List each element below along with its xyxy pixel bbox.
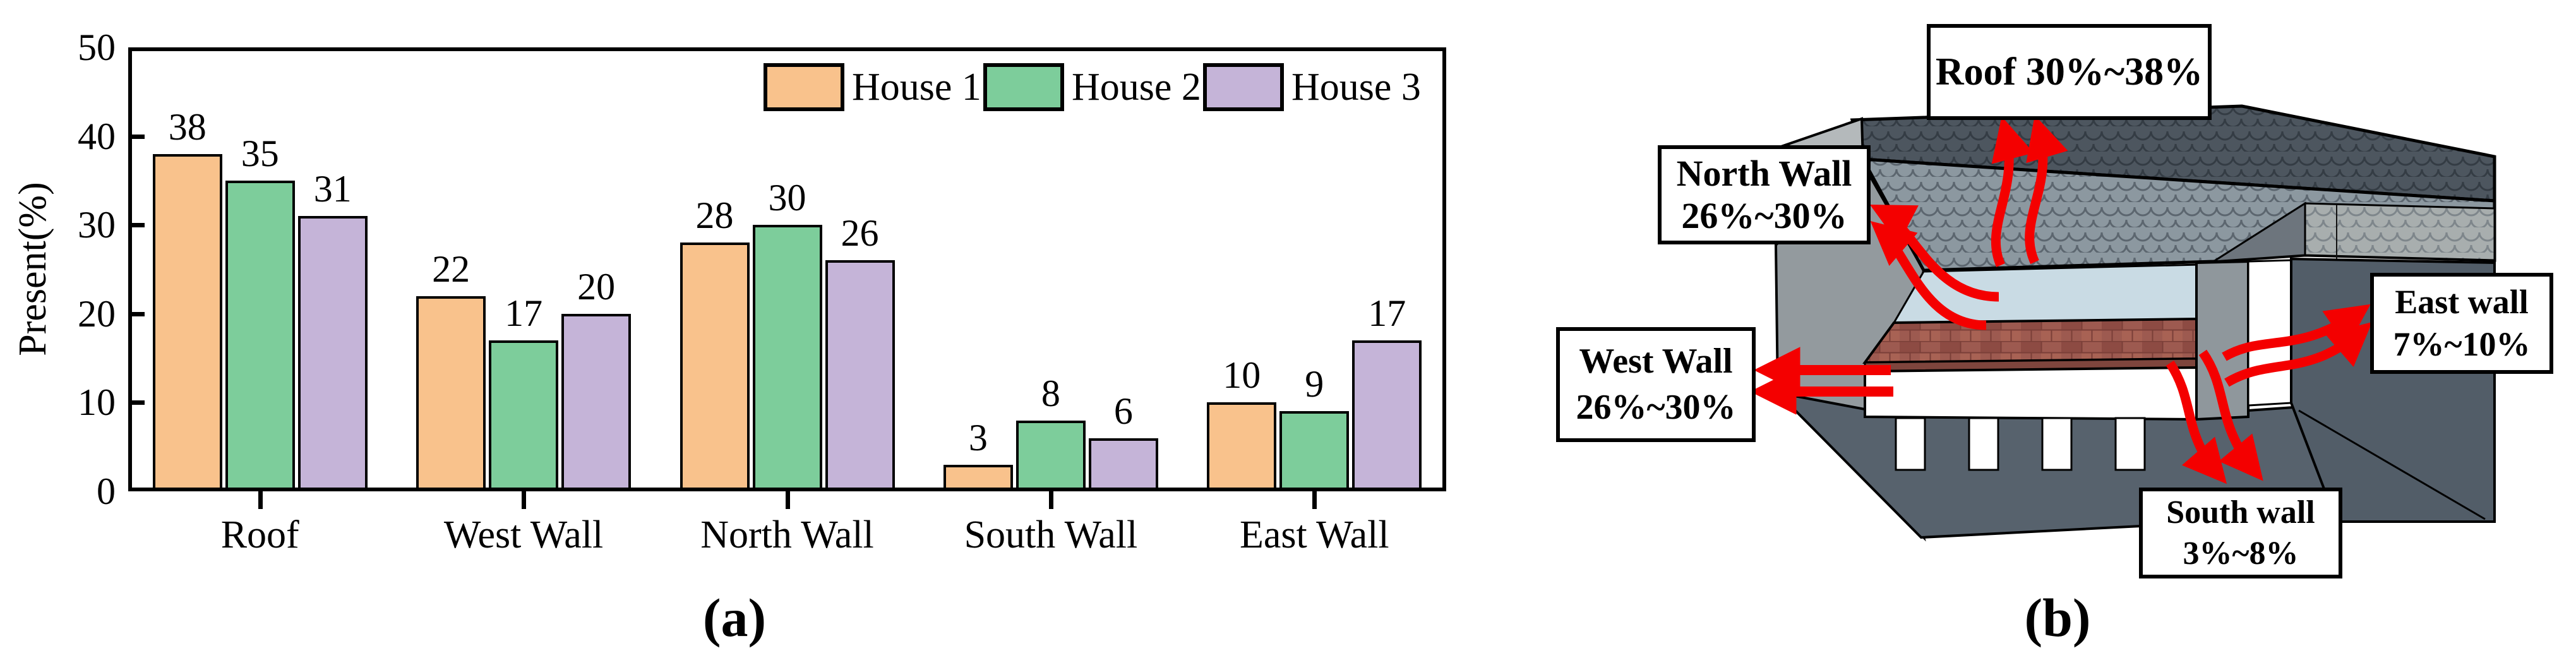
y-tick-label: 20 <box>78 292 116 335</box>
x-category-label-roof: Roof <box>220 513 299 556</box>
y-tick-label: 0 <box>97 470 116 512</box>
x-category-label-west-wall: West Wall <box>443 513 604 556</box>
y-tick-label: 30 <box>78 204 116 246</box>
bar-house-2-west-wall <box>489 340 559 491</box>
y-tick-mark <box>128 134 145 139</box>
bar-house-3-west-wall <box>561 313 632 491</box>
bar-value-label: 9 <box>1305 363 1324 405</box>
bar-value-label: 8 <box>1041 372 1060 414</box>
y-tick-label: 10 <box>78 381 116 424</box>
south-wall-heat-loss-label: South wall 3%~8% <box>2139 488 2342 578</box>
east-wall-inner-shape <box>2247 259 2292 407</box>
legend-swatch-3 <box>1203 63 1284 111</box>
bar-house-3-roof <box>297 216 368 491</box>
bar-value-label: 31 <box>313 168 352 210</box>
y-axis-title: Present(%) <box>11 182 54 356</box>
y-tick-mark <box>128 223 145 228</box>
bar-value-label: 28 <box>695 195 734 237</box>
north-wall-heat-arrow <box>1869 205 1999 302</box>
legend-label-1: House 1 <box>852 66 981 109</box>
label-text: 7%~10% <box>2393 325 2531 363</box>
bar-value-label: 30 <box>768 177 806 219</box>
foundation-pier <box>1968 417 1999 471</box>
legend-label-3: House 3 <box>1291 66 1421 109</box>
bar-value-label: 3 <box>968 416 988 458</box>
north-wall-heat-loss-label: North Wall 26%~30% <box>1658 145 1871 244</box>
x-tick-mark <box>1048 491 1053 509</box>
label-text: North Wall <box>1676 152 1852 194</box>
roof-heat-arrow <box>2025 115 2068 265</box>
label-text: 26%~30% <box>1576 388 1736 427</box>
bar-value-label: 10 <box>1223 354 1261 397</box>
bar-value-label: 22 <box>432 248 470 290</box>
legend-label-2: House 2 <box>1072 66 1201 109</box>
north-wall-heat-arrow <box>1870 220 1987 330</box>
label-text: 26%~30% <box>1681 195 1847 236</box>
bar-value-label: 6 <box>1113 390 1133 432</box>
label-text: East wall <box>2395 282 2529 321</box>
bar-house-2-north-wall <box>752 225 822 491</box>
east-wall-crease <box>2298 409 2486 520</box>
bar-house-2-roof <box>225 180 295 491</box>
bar-value-label: 26 <box>841 212 879 255</box>
east-wall-heat-arrow <box>2224 321 2373 387</box>
bar-value-label: 17 <box>1368 292 1406 334</box>
bar-value-label: 17 <box>505 292 543 334</box>
bar-house-1-east-wall <box>1207 402 1277 491</box>
roof-heat-loss-label: Roof 30%~38% <box>1927 24 2212 120</box>
legend-swatch-2 <box>983 63 1064 111</box>
foundation-pier <box>2041 417 2073 471</box>
ceiling-deck-shape <box>1862 316 2252 364</box>
bar-value-label: 20 <box>577 265 616 308</box>
gable-end-shape <box>2304 202 2496 261</box>
y-tick-label: 50 <box>78 27 116 68</box>
bar-value-label: 38 <box>168 105 207 148</box>
y-tick-label: 40 <box>78 115 116 157</box>
x-tick-mark <box>785 491 790 509</box>
roof-heat-arrow <box>1991 116 2034 267</box>
panel-b-caption: (b) <box>2024 587 2091 648</box>
legend-swatch-1 <box>764 63 844 111</box>
bar-house-1-west-wall <box>416 296 486 491</box>
room-south-wall-shape <box>1864 366 2198 421</box>
bar-house-2-south-wall <box>1015 420 1086 491</box>
panel-a-caption: (a) <box>702 587 767 648</box>
south-wall-heat-arrow <box>2166 360 2227 484</box>
label-text: South wall <box>2166 494 2315 530</box>
east-wall-heat-loss-label: East wall 7%~10% <box>2370 273 2553 374</box>
foundation-pier <box>1895 417 1926 471</box>
bar-house-1-roof <box>152 153 222 491</box>
bar-value-label: 35 <box>241 132 279 174</box>
x-tick-mark <box>1312 491 1317 509</box>
foundation-pier <box>2114 417 2146 471</box>
y-tick-mark <box>128 400 145 405</box>
bar-house-2-east-wall <box>1279 411 1350 491</box>
x-tick-mark <box>258 491 263 509</box>
x-category-label-east-wall: East Wall <box>1239 513 1389 556</box>
x-category-label-north-wall: North Wall <box>700 513 874 556</box>
south-wall-heat-arrow <box>2198 349 2263 481</box>
y-tick-mark <box>128 311 145 316</box>
x-tick-mark <box>522 491 527 509</box>
west-wall-heat-loss-label: West Wall 26%~30% <box>1556 327 1756 442</box>
label-text: 3%~8% <box>2183 536 2299 572</box>
x-category-label-south-wall: South Wall <box>964 513 1138 556</box>
label-text: Roof 30%~38% <box>1935 50 2203 93</box>
bar-house-1-north-wall <box>680 243 750 491</box>
label-text: West Wall <box>1579 342 1733 381</box>
